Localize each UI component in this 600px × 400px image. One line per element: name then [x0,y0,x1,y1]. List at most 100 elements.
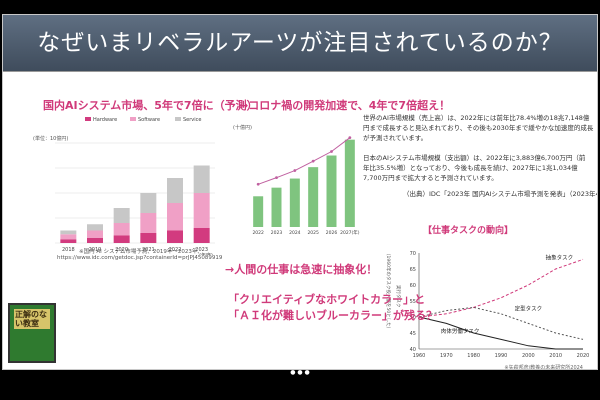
right-growth-point-0 [256,182,260,186]
p2-line-a: 日本のAIシステム市場規模（支出額）は、2022年に3,883億6,700万円（… [363,154,586,162]
task-xtick-1980: 1980 [467,353,480,359]
task-line-label-2: 肉体労働タスク [441,327,480,335]
right-bar-2027(年) [344,139,355,227]
abstract-arrow-text: →人間の仕事は急速に抽象化！ [225,263,378,276]
bar-software-2023 [193,193,210,228]
left-xtick-2023: 2023 [195,247,208,253]
left-chart-heading: 国内AIシステム市場、5年で7倍に（予測） [43,99,258,112]
task-xtick-1960: 1960 [413,353,426,359]
task-xtick-1970: 1970 [440,353,453,359]
bar-service-2021 [140,193,157,213]
left-source-2: https://www.idc.com/getdoc.jsp?container… [57,255,223,261]
left-bar-chart: (単位：10億円) Hardware Software Service 2018 2019… [33,117,215,255]
bar-hardware-2022 [167,230,183,243]
task-ytick-65: 65 [410,267,416,273]
book-title: 正解のない教室 [14,309,50,329]
bar-service-2019 [87,224,103,231]
left-xunit: (年度) [199,252,213,255]
left-source-1: ※国内 AI システム市場予測、2019年〜2023年、 [79,249,203,255]
task-xtick-1990: 1990 [495,353,508,359]
bar-service-2020 [113,208,130,223]
right-ylabel: (十億円) [233,124,252,131]
task-ytick-45: 45 [410,331,416,337]
bar-hardware-2021 [140,233,157,243]
task-line-2 [418,316,583,350]
legend-swatch-software [130,117,136,121]
bar-service-2018 [60,230,77,235]
right-bar-2022 [253,196,264,227]
bar-software-2018 [60,234,77,240]
bar-software-2020 [113,223,130,236]
left-xtick-2019: 2019 [89,247,102,253]
right-xtick-2026: 2026 [326,230,338,236]
right-bar-2023 [271,187,282,227]
right-xtick-2025: 2025 [307,230,319,236]
task-yaxis-label: 実行タスク [395,285,402,308]
question-line-2: 「ＡＩ化が難しいブルーカラー」が残る？ [228,309,437,322]
right-growth-line [257,137,351,185]
task-yaxis-note: （1960年のタスク投入量を50とした） [385,251,392,331]
task-ytick-60: 60 [410,283,416,289]
right-growth-point-4 [330,150,333,153]
right-growth-point-5 [348,136,352,140]
legend-label-software: Software [138,117,160,123]
paragraph-2: 日本のAIシステム市場規模（支出額）は、2022年に3,883億6,700万円（… [363,153,597,183]
right-bar-2026 [326,155,337,227]
bar-software-2019 [87,230,103,238]
right-growth-point-3 [311,159,315,163]
task-xtick-2000: 2000 [522,353,535,359]
right-xtick-2027(年): 2027(年) [340,229,360,236]
legend-swatch-service [175,117,181,121]
task-ytick-40: 40 [410,347,416,353]
right-bar-2024 [289,178,300,227]
task-line-label-1: 定型タスク [515,305,543,313]
right-bar-chart: (十億円) 2022 2023 2024 2025 2026 2027(年) [233,124,360,236]
bar-hardware-2023 [193,228,210,243]
p1-line-c: が予測されています。 [363,134,428,142]
task-xtick-2010: 2010 [549,353,562,359]
left-xtick-2021: 2021 [142,247,155,253]
task-ytick-70: 70 [410,251,416,257]
task-ytick-55: 55 [410,299,416,305]
task-line-1 [418,306,584,340]
paragraph-1: 世界のAI市場規模（売上高）は、2022年には前年比78.4%増の18兆7,14… [363,113,597,143]
bar-software-2021 [140,213,157,233]
p1-line-a: 世界のAI市場規模（売上高）は、2022年には前年比78.4%増の18兆7,14… [363,114,590,122]
citation: （出典）IDC「2023年 国内AIシステム市場予測を発表」（2023年4月27… [403,190,597,198]
presentation-slide: なぜいまリベラルアーツが注目されているのか？ 国内AIシステム市場、5年で7倍に… [2,14,598,370]
p1-line-b: 円まで成長すると見込まれており、その後も2030年まで緩やかな加速度的成長 [363,124,594,132]
bar-service-2023 [193,165,210,193]
book-cover: 正解のない教室 [8,303,56,363]
slide-title: なぜいまリベラルアーツが注目されているのか？ [37,30,563,56]
left-xtick-2020: 2020 [115,247,128,253]
right-growth-point-1 [275,176,278,180]
p2-line-c: 7,700万円まで拡大すると予測されています。 [363,174,498,182]
legend-label-service: Service [183,117,201,123]
bar-software-2022 [167,203,183,231]
right-bar-2025 [308,167,319,227]
page-dots: ● ● ● [290,369,310,376]
bar-hardware-2018 [60,239,77,243]
bar-hardware-2020 [113,235,130,243]
task-line-0 [418,258,584,318]
legend-swatch-hardware [85,117,91,121]
left-xtick-2018: 2018 [62,247,75,253]
task-line-label-0: 抽象タスク [546,253,574,261]
right-chart-heading: →コロナ禍の開発加速で、4年で7倍超え！ [239,99,451,112]
legend-label-hardware: Hardware [93,117,117,123]
bar-service-2022 [167,178,183,203]
title-bar: なぜいまリベラルアーツが注目されているのか？ [3,15,597,71]
right-xtick-2022: 2022 [252,230,264,236]
right-xtick-2024: 2024 [289,230,301,236]
right-growth-point-2 [293,169,297,172]
tasks-heading: 【仕事タスクの動向】 [423,226,514,236]
left-xtick-2022: 2022 [169,247,182,253]
p2-line-b: 年比35.5%増）となっており、今後も成長を続け、2027年に1兆1,034億 [363,164,578,172]
title-divider [3,71,597,72]
task-source: ※矢萩邦彦/教養の未来研究所2024 [504,364,583,370]
right-xtick-2023: 2023 [271,230,283,236]
bar-hardware-2019 [87,238,103,243]
task-trend-chart: 40 45 50 55 60 65 70 1960 1970 1980 1990 2000 2010 20… [385,251,589,370]
question-line-1: 「クリエイティブなホワイトカラー」と [228,293,426,306]
